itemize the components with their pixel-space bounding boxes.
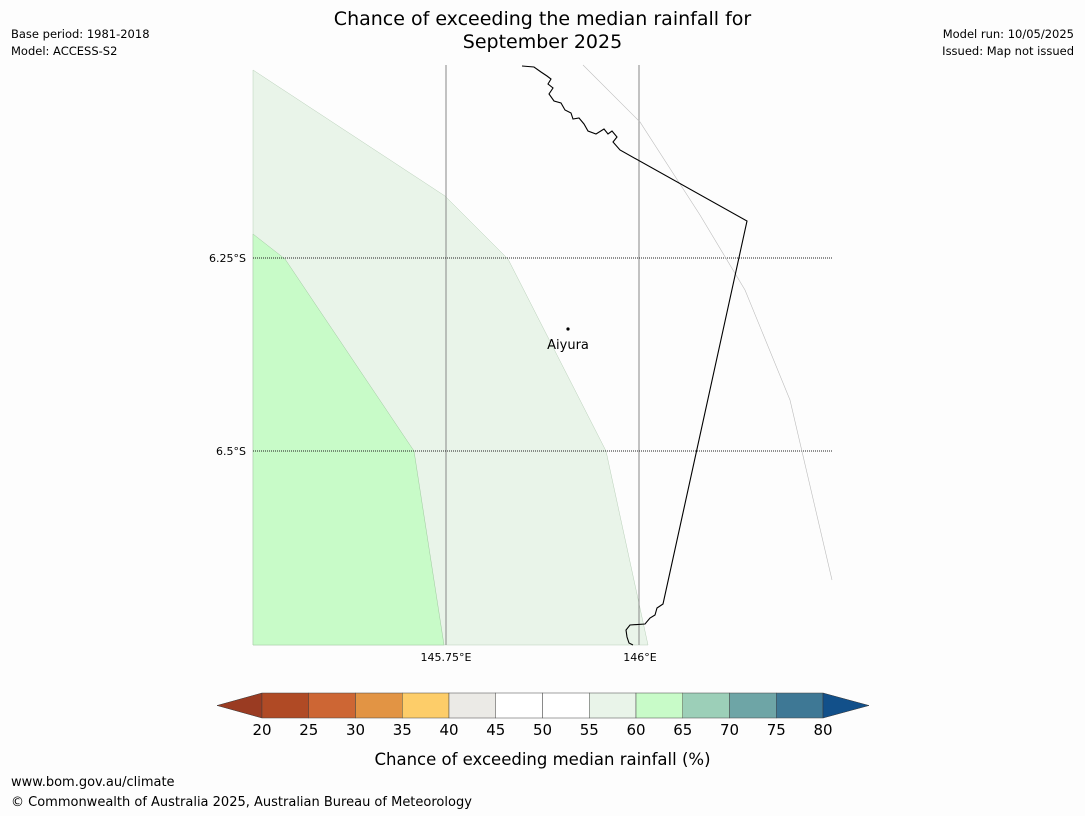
colorbar-label: Chance of exceeding median rainfall (%) xyxy=(374,750,711,769)
colorbar-under-arrow xyxy=(216,692,263,719)
colorbar-cell-55-60 xyxy=(589,692,637,719)
lat-label-6-5: 6.5°S xyxy=(216,445,246,458)
footer-copyright: © Commonwealth of Australia 2025, Austra… xyxy=(11,795,472,810)
colorbar-over-arrow xyxy=(822,692,870,719)
issued-status: Issued: Map not issued xyxy=(942,44,1074,58)
colorbar-cell-25-30 xyxy=(308,692,356,719)
colorbar-cell-65-70 xyxy=(682,692,730,719)
colorbar-tick-80: 80 xyxy=(813,721,832,739)
colorbar-cell-60-65 xyxy=(635,692,683,719)
colorbar-tick-65: 65 xyxy=(673,721,692,739)
colorbar-cell-70-75 xyxy=(729,692,777,719)
meta-left: Base period: 1981-2018 Model: ACCESS-S2 xyxy=(11,26,150,60)
colorbar-tick-50: 50 xyxy=(533,721,552,739)
colorbar-cell-45-50 xyxy=(495,692,543,719)
colorbar-cell-35-40 xyxy=(402,692,450,719)
base-period: Base period: 1981-2018 xyxy=(11,27,150,41)
colorbar-cell-20-25 xyxy=(261,692,309,719)
faint-boundary-line xyxy=(582,64,833,581)
colorbar-cell-30-35 xyxy=(355,692,403,719)
colorbar-tick-55: 55 xyxy=(580,721,599,739)
colorbar: 20 25 30 35 40 45 50 55 60 65 70 75 80 xyxy=(216,692,870,739)
lon-label-145-75: 145.75°E xyxy=(421,651,472,664)
colorbar-tick-25: 25 xyxy=(299,721,318,739)
lat-label-6-25: 6.25°S xyxy=(209,252,246,265)
map-title: Chance of exceeding the median rainfall … xyxy=(0,8,1085,54)
footer-url[interactable]: www.bom.gov.au/climate xyxy=(11,775,175,790)
colorbar-tick-20: 20 xyxy=(252,721,271,739)
colorbar-tick-70: 70 xyxy=(720,721,739,739)
region-60-65 xyxy=(252,233,445,646)
colorbar-cell-50-55 xyxy=(542,692,590,719)
colorbar-tick-30: 30 xyxy=(346,721,365,739)
meta-right: Model run: 10/05/2025 Issued: Map not is… xyxy=(942,26,1074,60)
aiyura-label: Aiyura xyxy=(547,338,589,353)
colorbar-tick-45: 45 xyxy=(486,721,505,739)
colorbar-tick-75: 75 xyxy=(767,721,786,739)
colorbar-tick-60: 60 xyxy=(626,721,645,739)
colorbar-cell-75-80 xyxy=(776,692,824,719)
coastline xyxy=(521,65,748,646)
model-run: Model run: 10/05/2025 xyxy=(942,27,1074,41)
title-line-1: Chance of exceeding the median rainfall … xyxy=(333,8,752,30)
aiyura-marker xyxy=(566,327,570,331)
colorbar-tick-35: 35 xyxy=(393,721,412,739)
lon-label-146: 146°E xyxy=(623,651,656,664)
model-name: Model: ACCESS-S2 xyxy=(11,44,118,58)
title-line-2: September 2025 xyxy=(462,31,623,53)
colorbar-cell-40-45 xyxy=(448,692,496,719)
colorbar-tick-40: 40 xyxy=(439,721,458,739)
